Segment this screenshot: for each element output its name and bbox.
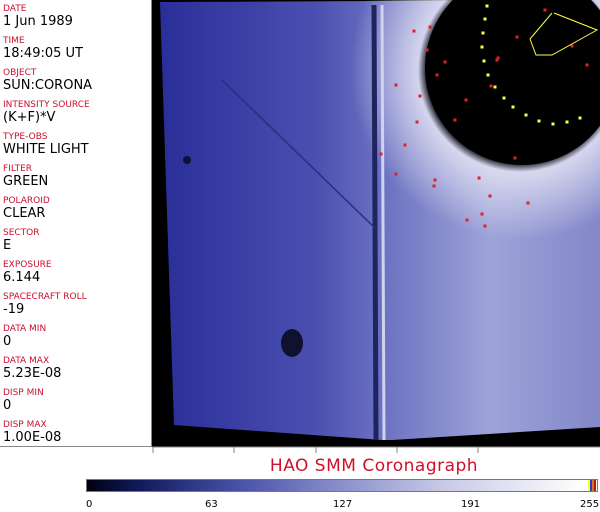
- red-marker: [495, 58, 499, 62]
- field-object: OBJECT SUN:CORONA: [3, 68, 92, 93]
- x-axis: [152, 446, 600, 453]
- field-filter: FILTER GREEN: [3, 164, 48, 189]
- colorbar-tick-label: 0: [86, 499, 93, 510]
- field-disp-max: DISP MAX 1.00E-08: [3, 420, 61, 445]
- red-marker: [412, 29, 416, 33]
- red-marker: [403, 143, 407, 147]
- field-label: EXPOSURE: [3, 260, 52, 270]
- red-marker: [453, 118, 457, 122]
- red-marker: [428, 25, 432, 29]
- red-marker: [415, 120, 419, 124]
- red-marker: [465, 218, 469, 222]
- field-value: (K+F)*V: [3, 110, 56, 125]
- field-value: WHITE LIGHT: [3, 142, 89, 157]
- field-label: DISP MAX: [3, 420, 47, 430]
- red-marker: [425, 48, 429, 52]
- field-type-obs: TYPE-OBS WHITE LIGHT: [3, 132, 89, 157]
- yellow-marker: [483, 17, 487, 21]
- field-value: GREEN: [3, 174, 49, 189]
- yellow-marker: [524, 113, 528, 117]
- red-marker: [585, 63, 589, 67]
- field-value: 1.00E-08: [3, 430, 62, 445]
- red-marker: [418, 94, 422, 98]
- field-value: E: [3, 238, 12, 253]
- field-value: 5.23E-08: [3, 366, 62, 381]
- yellow-marker: [502, 96, 506, 100]
- yellow-marker: [486, 73, 490, 77]
- yellow-marker: [537, 119, 541, 123]
- field-label: INTENSITY SOURCE: [3, 100, 90, 110]
- field-time: TIME 18:49:05 UT: [3, 36, 83, 61]
- yellow-marker: [578, 116, 582, 120]
- red-marker: [379, 152, 383, 156]
- field-data-max: DATA MAX 5.23E-08: [3, 356, 61, 381]
- colorbar-tick-label: 63: [205, 499, 218, 510]
- field-label: DISP MIN: [3, 388, 44, 398]
- field-label: SPACECRAFT ROLL: [3, 292, 87, 302]
- red-marker: [443, 60, 447, 64]
- occulting-disk: [425, 0, 600, 165]
- red-marker: [483, 224, 487, 228]
- header-info-panel: DATE 1 Jun 1989 TIME 18:49:05 UT OBJECT SUN:C…: [0, 0, 152, 447]
- field-value: 1 Jun 1989: [3, 14, 73, 29]
- field-sector: SECTOR E: [3, 228, 40, 253]
- field-value: -19: [3, 302, 25, 317]
- yellow-marker: [481, 31, 485, 35]
- red-marker: [433, 178, 437, 182]
- red-marker: [464, 98, 468, 102]
- field-label: DATA MAX: [3, 356, 50, 366]
- colorbar-tick-label: 255: [580, 499, 600, 510]
- red-marker: [480, 212, 484, 216]
- field-label: SECTOR: [3, 228, 40, 238]
- yellow-marker: [493, 85, 497, 89]
- yellow-marker: [565, 120, 569, 124]
- field-label: FILTER: [3, 164, 33, 174]
- red-marker: [432, 184, 436, 188]
- field-polaroid: POLAROID CLEAR: [3, 196, 50, 221]
- orientation-marker: [529, 12, 599, 56]
- field-exposure: EXPOSURE 6.144: [3, 260, 52, 285]
- colorbar-tick-label: 191: [461, 499, 481, 510]
- field-label: DATA MIN: [3, 324, 47, 334]
- colorbar-tick-label: 127: [333, 499, 353, 510]
- red-marker: [515, 35, 519, 39]
- red-marker: [496, 56, 500, 60]
- field-data-min: DATA MIN 0: [3, 324, 46, 349]
- field-date: DATE 1 Jun 1989: [3, 4, 73, 29]
- yellow-marker: [480, 45, 484, 49]
- red-marker: [477, 176, 481, 180]
- field-value: 6.144: [3, 270, 41, 285]
- field-value: 0: [3, 398, 12, 413]
- red-marker: [543, 8, 547, 12]
- field-label: POLAROID: [3, 196, 50, 206]
- field-label: TYPE-OBS: [3, 132, 48, 142]
- yellow-marker: [511, 105, 515, 109]
- red-marker: [394, 172, 398, 176]
- field-value: CLEAR: [3, 206, 46, 221]
- overlay-markers: [379, 4, 589, 228]
- yellow-marker: [551, 122, 555, 126]
- field-value: 18:49:05 UT: [3, 46, 83, 61]
- field-label: DATE: [3, 4, 27, 14]
- field-intensity-source: INTENSITY SOURCE (K+F)*V: [3, 100, 90, 125]
- yellow-marker: [485, 4, 489, 8]
- field-value: 0: [3, 334, 12, 349]
- red-marker: [526, 201, 530, 205]
- red-marker: [394, 83, 398, 87]
- field-disp-min: DISP MIN 0: [3, 388, 44, 413]
- red-marker: [570, 44, 574, 48]
- red-marker: [488, 194, 492, 198]
- color-bar: [86, 479, 598, 492]
- field-value: SUN:CORONA: [3, 78, 93, 93]
- field-label: OBJECT: [3, 68, 37, 78]
- field-label: TIME: [3, 36, 25, 46]
- overlay-color-swatches: [588, 480, 596, 491]
- plot-title: HAO SMM Coronagraph: [269, 456, 479, 476]
- field-spacecraft-roll: SPACECRAFT ROLL -19: [3, 292, 87, 317]
- yellow-marker: [482, 59, 486, 63]
- red-marker: [513, 156, 517, 160]
- red-marker: [435, 73, 439, 77]
- coronagraph-image: [152, 0, 600, 447]
- red-marker: [489, 84, 493, 88]
